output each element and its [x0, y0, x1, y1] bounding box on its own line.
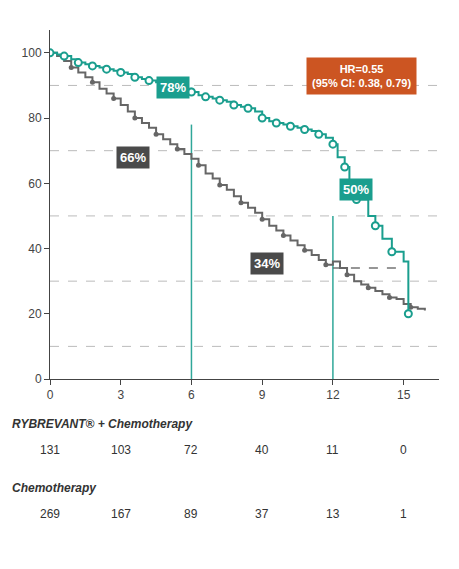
svg-text:9: 9: [259, 388, 266, 402]
svg-text:78%: 78%: [160, 80, 186, 95]
svg-text:12: 12: [326, 388, 340, 402]
svg-text:RYBREVANT® + Chemotherapy: RYBREVANT® + Chemotherapy: [12, 417, 193, 431]
svg-text:72: 72: [184, 443, 198, 457]
svg-text:15: 15: [397, 388, 411, 402]
svg-text:269: 269: [40, 507, 60, 521]
svg-text:103: 103: [111, 443, 131, 457]
svg-text:89: 89: [184, 507, 198, 521]
svg-text:3: 3: [117, 388, 124, 402]
svg-text:100: 100: [22, 46, 42, 60]
svg-text:HR=0.55(95% CI: 0.38, 0.79): HR=0.55(95% CI: 0.38, 0.79): [312, 63, 411, 89]
svg-text:60: 60: [28, 177, 42, 191]
svg-text:Chemotherapy: Chemotherapy: [12, 481, 97, 495]
svg-text:167: 167: [111, 507, 131, 521]
svg-text:40: 40: [28, 242, 42, 256]
svg-text:1: 1: [400, 507, 407, 521]
svg-text:40: 40: [255, 443, 269, 457]
svg-text:34%: 34%: [254, 256, 280, 271]
svg-text:20: 20: [28, 307, 42, 321]
svg-text:131: 131: [40, 443, 60, 457]
svg-text:0: 0: [35, 372, 42, 386]
svg-text:37: 37: [255, 507, 269, 521]
svg-text:0: 0: [47, 388, 54, 402]
svg-text:6: 6: [188, 388, 195, 402]
svg-text:0: 0: [400, 443, 407, 457]
svg-text:13: 13: [326, 507, 340, 521]
svg-text:50%: 50%: [343, 182, 369, 197]
svg-text:11: 11: [326, 443, 339, 457]
svg-text:80: 80: [28, 111, 42, 125]
svg-text:66%: 66%: [120, 150, 146, 165]
